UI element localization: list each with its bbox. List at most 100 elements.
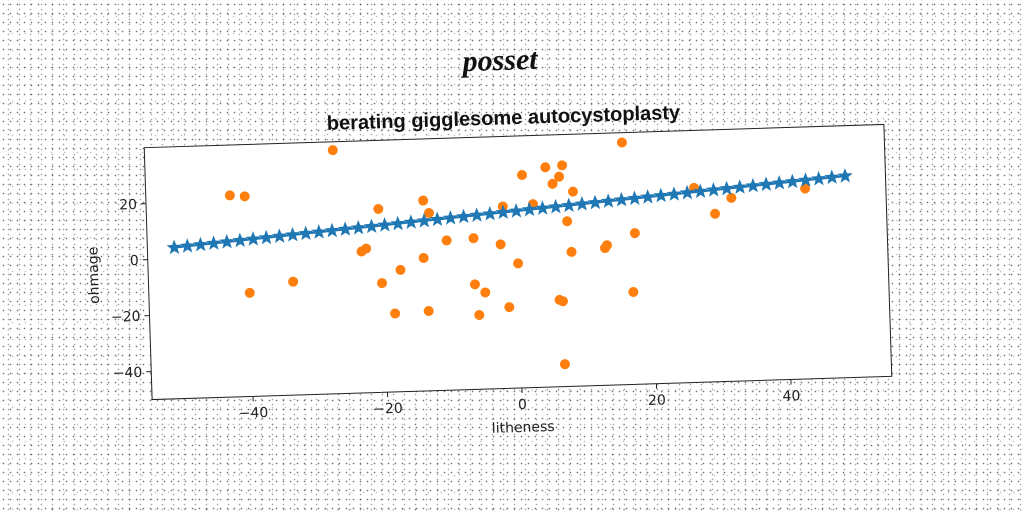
x-tick-label: 40 [782,388,800,405]
line-star-marker [179,238,195,253]
scatter-point [418,252,429,263]
line-star-marker [508,203,524,218]
line-star-marker [640,189,656,204]
line-series [166,168,853,255]
scatter-point [224,190,235,201]
line-star-marker [653,187,669,203]
scatter-point [423,207,434,218]
line-star-marker [363,218,380,234]
trend-line [174,175,846,249]
scatter-point [395,264,406,275]
scatter-point [710,208,721,219]
scatter-point [377,278,388,289]
scatter-point [423,306,434,317]
line-star-marker [534,200,551,215]
x-axis: −40 −20 0 20 40 [239,379,801,422]
scatter-point [495,239,506,250]
line-star-marker [350,219,366,235]
line-star-marker [732,179,748,194]
line-star-marker [692,183,708,199]
chart-title: berating gigglesome autocystoplasty [327,102,682,135]
scatter-point [557,160,568,171]
line-star-marker [403,214,419,229]
scatter-point [327,145,338,156]
scatter-point [418,195,429,206]
y-tick-label: 20 [119,197,137,214]
scatter-point [800,183,811,194]
scatter-point [628,286,639,297]
line-star-marker [587,194,603,210]
line-star-marker [258,229,274,245]
scatter-point [540,162,551,173]
x-tick-label: −40 [239,405,269,422]
scatter-point [726,192,737,203]
line-star-marker [797,172,814,187]
scatter-point [504,302,515,313]
line-star-marker [192,236,209,252]
scatter-series [224,137,811,370]
line-star-marker [771,175,787,190]
line-star-marker [206,235,222,251]
scatter-point [361,243,372,254]
line-star-marker [455,208,472,224]
line-star-marker [679,184,695,200]
line-star-marker [416,212,432,228]
line-star-marker [166,239,182,255]
scatter-point [513,258,524,269]
line-star-marker [561,197,577,213]
line-star-marker [626,190,643,206]
scatter-point [566,246,577,257]
scatter-point [480,287,491,298]
line-star-marker [600,193,616,208]
scatter-point [562,216,573,227]
line-star-marker [548,198,564,214]
scatter-point [557,296,568,307]
scatter-point [441,235,452,246]
y-axis-label: ohmage [85,247,103,305]
scatter-point [554,171,565,182]
line-star-marker [745,177,761,193]
x-tick-label: 20 [648,392,666,409]
line-star-marker [758,176,774,192]
line-star-marker [574,196,590,211]
scatter-point [616,137,627,148]
y-tick-label: 0 [130,253,139,269]
y-tick-label: −40 [113,365,143,382]
line-star-marker [284,226,301,242]
y-tick-label: −20 [111,309,141,326]
line-star-marker [298,225,314,241]
x-axis-label: litheness [492,419,555,437]
scatter-point [244,287,255,298]
line-star-marker [271,228,288,243]
line-star-marker [390,215,406,231]
line-star-marker [324,222,340,238]
y-axis: −40 −20 0 20 [111,197,152,382]
scatter-point [373,203,384,214]
line-star-marker [232,232,248,248]
line-star-marker [666,186,682,201]
line-star-marker [469,207,485,222]
line-star-marker [495,204,511,220]
line-star-marker [521,201,537,217]
scatter-point [239,191,250,202]
line-star-marker [613,191,630,207]
line-star-marker [219,233,235,249]
line-star-marker [719,180,735,196]
plot-group: berating gigglesome autocystoplasty −40−… [85,102,893,437]
scatter-point [547,178,558,189]
line-star-marker [811,170,827,186]
scatter-point [474,310,485,321]
scatter-point [468,233,479,244]
line-star-marker [705,182,722,197]
line-star-marker [482,205,498,221]
line-star-marker [337,221,353,236]
x-tick-label: −20 [373,401,403,418]
line-star-marker [824,169,840,185]
line-star-marker [442,210,459,225]
scatter-point [567,186,578,197]
line-star-marker [311,224,327,239]
scatter-point [629,228,640,239]
line-star-marker [784,173,801,189]
line-star-marker [429,211,445,227]
